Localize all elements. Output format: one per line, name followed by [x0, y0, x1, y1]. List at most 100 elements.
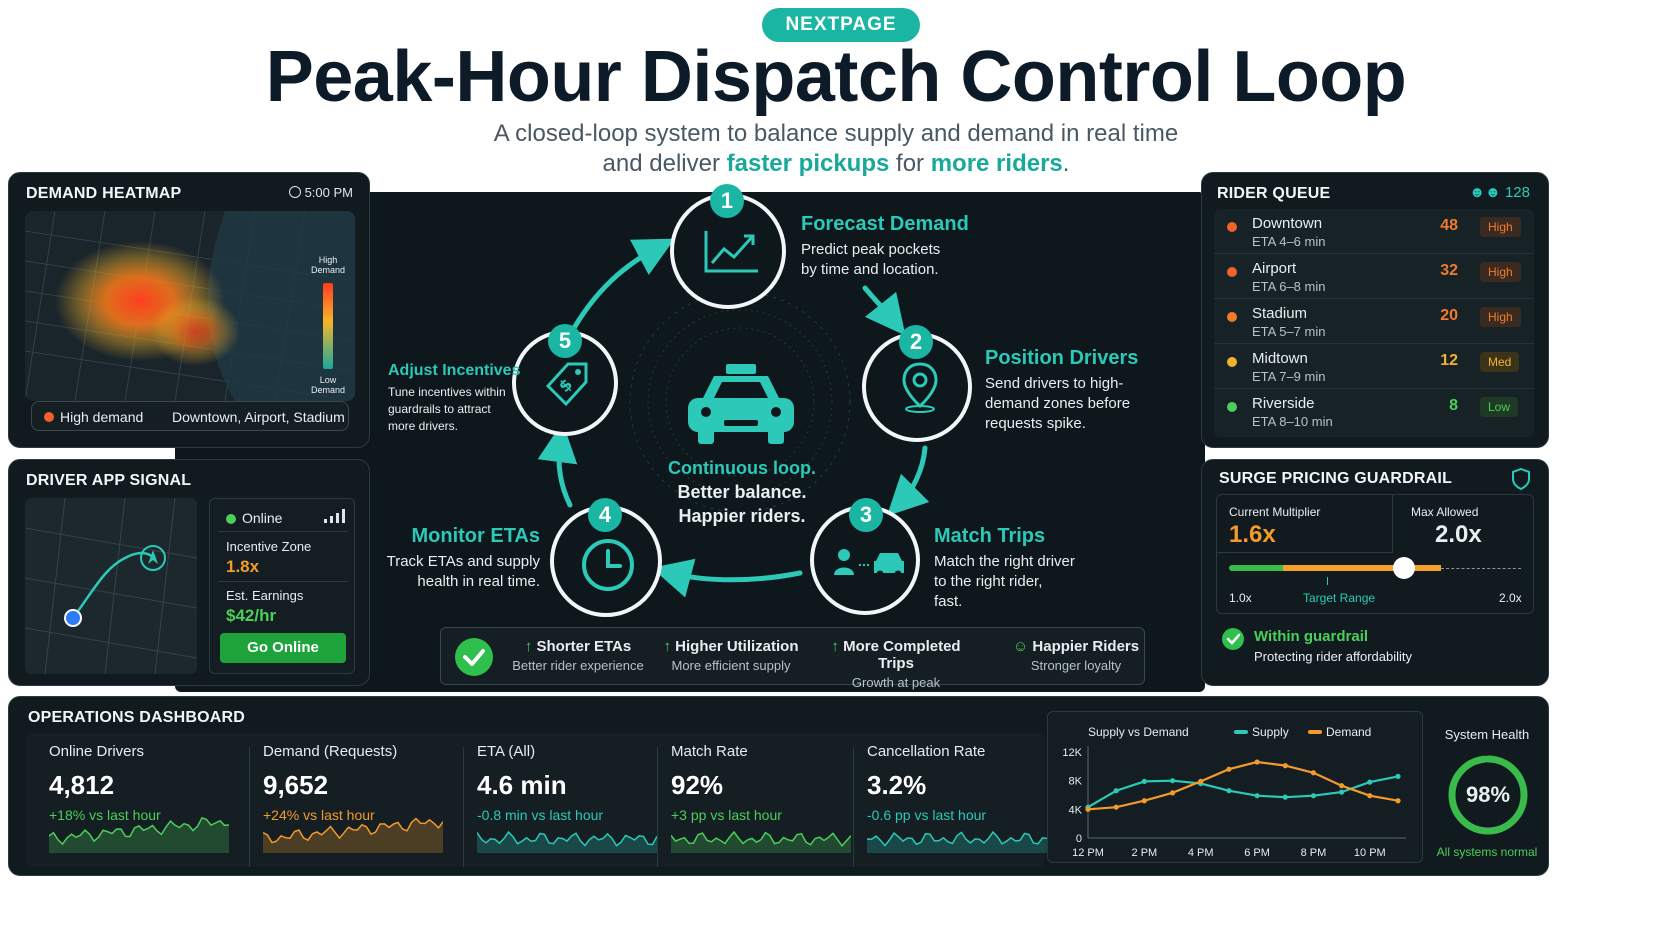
data-point-demand: [1339, 783, 1345, 789]
metric-label: Demand (Requests): [263, 743, 398, 760]
incentive-zone-label: Incentive Zone: [226, 539, 312, 554]
zone-eta: ETA 4–6 min: [1252, 234, 1326, 249]
heatmap-scale-low: Low Demand: [311, 375, 346, 395]
metric-change: +3 pp vs last hour: [671, 807, 782, 823]
page-subtitle-line2: and deliver faster pickups for more ride…: [602, 150, 1070, 177]
rider-queue-row[interactable]: Midtown ETA 7–9 min 12 Med: [1214, 344, 1534, 389]
rider-queue-panel: RIDER QUEUE ☻☻ 128 Downtown ETA 4–6 min 48…: [1201, 172, 1549, 448]
series-line-supply: [1087, 775, 1399, 809]
guardrail-status-sub: Protecting rider affordability: [1254, 649, 1413, 664]
sparkline-area: [49, 817, 229, 853]
rider-queue-title: RIDER QUEUE: [1217, 185, 1331, 202]
step-2-title: Position Drivers: [985, 347, 1139, 369]
zone-count: 48: [1440, 217, 1458, 234]
metric-separator: [657, 747, 658, 867]
surge-slider-track[interactable]: [1229, 557, 1521, 579]
step-1-text: Forecast Demand Predict peak pockets by …: [801, 213, 1001, 280]
metric-label: ETA (All): [477, 743, 536, 760]
step-3-text: Match Trips Match the right driver to th…: [934, 525, 1134, 612]
heatmap-map[interactable]: High Demand Low Demand: [25, 211, 355, 401]
step-2-number: 2: [899, 325, 933, 359]
heatmap-legend: High demand Downtown, Airport, Stadium: [31, 401, 349, 431]
step-3-desc-3: fast.: [934, 593, 963, 610]
zone-status-dot: [1227, 402, 1237, 412]
legend-label: High demand: [60, 409, 144, 425]
signal-bars-icon: [324, 509, 348, 523]
trend-chart-icon: [704, 231, 758, 273]
system-health-status: All systems normal: [1436, 845, 1538, 859]
zone-name: Downtown: [1252, 215, 1323, 232]
surge-guardrail-panel: SURGE PRICING GUARDRAIL Current Multipli…: [1201, 459, 1549, 686]
driver-rider-match-icon: [834, 549, 904, 578]
surge-slider-knob[interactable]: [1393, 557, 1416, 579]
step-1-desc-1: Predict peak pockets: [801, 241, 941, 258]
legend-zones: Downtown, Airport, Stadium: [172, 409, 345, 425]
metric-sparkline: [867, 830, 1047, 853]
zone-count: 8: [1449, 397, 1458, 414]
driver-app-panel: DRIVER APP SIGNAL Online Incentive Zone …: [8, 459, 370, 686]
operations-dashboard-panel: OPERATIONS DASHBOARD Online Drivers 4,812…: [8, 696, 1549, 876]
step-5-node[interactable]: $: [512, 330, 618, 436]
target-range-label: Target Range: [1303, 591, 1376, 605]
data-point-demand: [1169, 790, 1176, 796]
step-2-desc-1: Send drivers to high-: [985, 375, 1124, 392]
metric-label: Cancellation Rate: [867, 743, 986, 760]
page-title: Peak-Hour Dispatch Control Loop: [265, 37, 1407, 117]
heatmap-scale-high: High Demand: [311, 255, 346, 275]
outcome-shorter-etas: ↑ Shorter ETAs Better rider experience: [512, 638, 644, 673]
data-point-demand: [1226, 766, 1232, 772]
zone-count: 12: [1440, 352, 1458, 369]
step-1-desc-2: by time and location.: [801, 261, 939, 278]
demand-heatmap-panel: DEMAND HEATMAP 5:00 PM: [8, 172, 370, 448]
driver-map[interactable]: [25, 498, 197, 674]
rider-queue-row[interactable]: Riverside ETA 8–10 min 8 Low: [1214, 389, 1534, 434]
metric-value: 4,812: [49, 770, 115, 800]
metric-sparkline: [671, 830, 851, 853]
x-tick-label: 8 PM: [1301, 847, 1327, 859]
step-5-desc-3: more drivers.: [388, 419, 459, 433]
step-3-title: Match Trips: [934, 525, 1046, 547]
go-online-button[interactable]: Go Online: [220, 633, 346, 663]
x-tick-label: 12 PM: [1072, 847, 1104, 859]
data-point-demand: [1395, 798, 1401, 804]
data-point-supply: [1226, 788, 1232, 794]
metric-change: -0.6 pp vs last hour: [867, 807, 987, 823]
metric-label: Match Rate: [671, 743, 748, 760]
step-2-text: Position Drivers Send drivers to high- d…: [985, 347, 1185, 434]
system-health-value: 98%: [1465, 782, 1511, 807]
metric-sparkline: [477, 830, 657, 853]
rider-queue-row[interactable]: Downtown ETA 4–6 min 48 High: [1214, 209, 1534, 254]
shield-icon: [1512, 468, 1530, 490]
data-point-demand: [1310, 770, 1317, 776]
surge-title: SURGE PRICING GUARDRAIL: [1219, 470, 1453, 487]
step-5-desc-2: guardrails to attract: [388, 402, 491, 416]
metric-card: Cancellation Rate 3.2% -0.6 pp vs last hou…: [867, 743, 1077, 873]
data-point-demand: [1085, 806, 1091, 812]
step-5-text: Adjust Incentives Tune incentives within…: [388, 362, 528, 435]
metric-card: Demand (Requests) 9,652 +24% vs last hour: [263, 743, 473, 873]
data-point-supply: [1339, 789, 1345, 795]
data-point-supply: [1395, 773, 1401, 779]
clock-eta-icon: [582, 539, 634, 591]
x-tick-label: 4 PM: [1188, 847, 1214, 859]
sparkline-line: [49, 816, 229, 846]
y-tick-label: 0: [1076, 833, 1082, 845]
scale-max-label: 2.0x: [1499, 591, 1522, 605]
system-health-ring: [1448, 755, 1528, 835]
rider-queue-row[interactable]: Stadium ETA 5–7 min 20 High: [1214, 299, 1534, 344]
step-5-desc-1: Tune incentives within: [388, 385, 506, 399]
data-point-supply: [1310, 793, 1317, 799]
clock-icon: [288, 186, 301, 198]
rider-queue-row[interactable]: Airport ETA 6–8 min 32 High: [1214, 254, 1534, 299]
metric-sparkline: [49, 816, 229, 853]
zone-status-dot: [1227, 222, 1237, 232]
page-subtitle-line1: A closed-loop system to balance supply a…: [493, 120, 1179, 147]
data-point-demand: [1367, 793, 1373, 799]
step-4-text: Monitor ETAs Track ETAs and supply healt…: [380, 525, 540, 592]
step-4-desc-1: Track ETAs and supply: [386, 553, 540, 570]
zone-eta: ETA 5–7 min: [1252, 324, 1326, 339]
zone-level-badge: High: [1480, 217, 1521, 237]
metric-value: 4.6 min: [477, 770, 567, 800]
metric-card: ETA (All) 4.6 min -0.8 min vs last hour: [477, 743, 687, 873]
step-5-title: Adjust Incentives: [388, 362, 521, 379]
